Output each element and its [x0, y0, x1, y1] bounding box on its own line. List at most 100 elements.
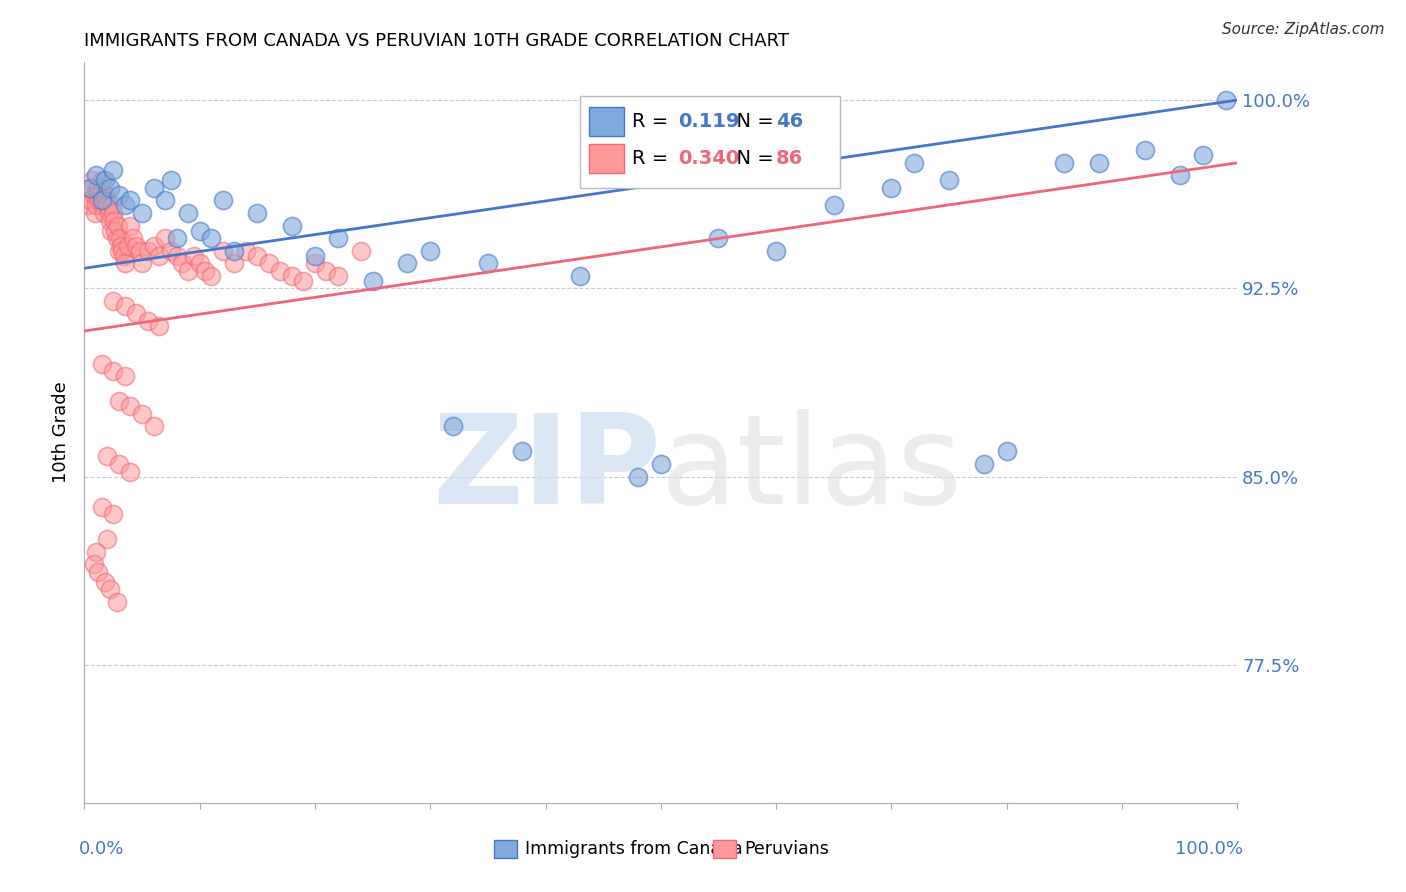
Point: [111, 244, 134, 258]
Point: [160, 244, 183, 258]
Point: [117, 238, 139, 252]
Point: [105, 231, 128, 245]
Text: 0.119: 0.119: [678, 112, 740, 131]
Bar: [494, 840, 517, 858]
Point: [103, 364, 124, 378]
Point: [136, 244, 159, 258]
Point: [103, 507, 124, 521]
Point: [79, 181, 101, 195]
Point: [257, 256, 280, 270]
Point: [315, 264, 337, 278]
Bar: [713, 840, 735, 858]
Bar: [581, 95, 839, 188]
Point: [1215, 93, 1237, 107]
Point: [94, 188, 117, 202]
Point: [1088, 156, 1111, 170]
Point: [153, 194, 176, 208]
Point: [86, 188, 108, 202]
Text: N =: N =: [724, 149, 780, 169]
Point: [105, 595, 128, 609]
Point: [142, 181, 165, 195]
Bar: [589, 144, 624, 173]
Point: [1053, 156, 1076, 170]
Point: [112, 249, 135, 263]
Point: [90, 500, 112, 514]
Point: [114, 198, 136, 212]
Point: [153, 231, 176, 245]
Point: [79, 194, 101, 208]
Point: [224, 244, 246, 258]
Point: [211, 194, 233, 208]
Point: [938, 173, 960, 187]
Point: [136, 314, 159, 328]
Point: [1133, 143, 1156, 157]
Point: [304, 249, 326, 263]
Point: [1191, 148, 1213, 162]
Point: [93, 206, 115, 220]
Text: 0.340: 0.340: [678, 149, 740, 169]
Point: [569, 268, 592, 283]
Point: [90, 194, 112, 208]
Point: [326, 231, 349, 245]
Point: [477, 256, 499, 270]
Point: [89, 194, 111, 208]
Point: [98, 582, 121, 597]
Point: [100, 224, 122, 238]
Text: Peruvians: Peruvians: [744, 840, 828, 858]
Point: [98, 181, 121, 195]
Point: [83, 206, 105, 220]
Text: Source: ZipAtlas.com: Source: ZipAtlas.com: [1222, 22, 1385, 37]
Point: [235, 244, 257, 258]
Point: [110, 238, 132, 252]
Point: [107, 219, 129, 233]
Point: [131, 407, 153, 421]
Point: [120, 465, 142, 479]
Point: [188, 256, 211, 270]
Point: [108, 244, 131, 258]
Point: [87, 565, 110, 579]
Point: [108, 231, 131, 245]
Point: [200, 268, 222, 283]
Text: R =: R =: [633, 112, 675, 131]
Point: [823, 198, 845, 212]
Point: [148, 249, 170, 263]
Point: [103, 163, 124, 178]
Point: [188, 224, 211, 238]
Point: [200, 231, 222, 245]
Point: [281, 219, 304, 233]
Point: [246, 249, 269, 263]
Point: [108, 394, 131, 409]
Point: [103, 206, 124, 220]
Text: 46: 46: [776, 112, 803, 131]
Point: [224, 256, 246, 270]
Text: 0.0%: 0.0%: [79, 840, 124, 858]
Point: [246, 206, 269, 220]
Point: [128, 244, 150, 258]
Point: [84, 198, 107, 212]
Point: [880, 181, 903, 195]
Text: R =: R =: [633, 149, 675, 169]
Point: [103, 293, 124, 308]
Point: [903, 156, 925, 170]
Point: [142, 238, 165, 252]
Text: 86: 86: [776, 149, 803, 169]
Point: [211, 244, 233, 258]
Text: IMMIGRANTS FROM CANADA VS PERUVIAN 10TH GRADE CORRELATION CHART: IMMIGRANTS FROM CANADA VS PERUVIAN 10TH …: [84, 32, 789, 50]
Point: [650, 457, 672, 471]
Text: 100.0%: 100.0%: [1175, 840, 1243, 858]
Point: [97, 206, 120, 220]
Point: [103, 213, 125, 227]
Point: [627, 469, 650, 483]
Point: [707, 231, 730, 245]
Point: [995, 444, 1018, 458]
Point: [96, 198, 118, 212]
Point: [183, 249, 205, 263]
Point: [125, 306, 148, 320]
Point: [83, 188, 105, 202]
Point: [83, 558, 105, 572]
Point: [120, 194, 142, 208]
Point: [94, 173, 117, 187]
Point: [177, 264, 200, 278]
Point: [90, 173, 112, 187]
Point: [765, 244, 787, 258]
